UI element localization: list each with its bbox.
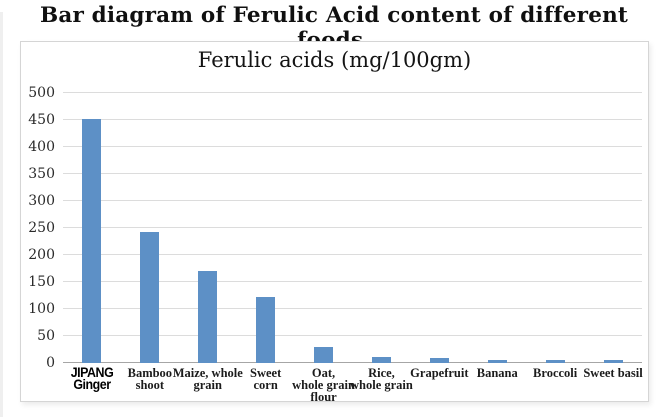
x-axis-label: Oat, whole grain flour <box>292 366 355 404</box>
y-axis-tick-label: 350 <box>28 166 55 182</box>
y-axis-tick-label: 400 <box>28 139 55 155</box>
bar-jipang-ginger <box>82 118 102 363</box>
y-axis-tick-label: 300 <box>28 193 55 209</box>
gridline <box>63 200 642 201</box>
x-axis-label: JIPANG Ginger <box>70 365 114 392</box>
x-axis-label: Sweet corn <box>250 366 282 392</box>
gridline <box>63 119 642 120</box>
bar-bamboo-shoot <box>140 231 160 363</box>
screenshot-edge-artifact <box>0 12 3 417</box>
bar-grapefruit <box>429 358 449 363</box>
gridline <box>63 335 642 336</box>
y-axis-tick-label: 250 <box>28 220 55 236</box>
x-axis-label: Broccoli <box>533 366 578 380</box>
bar-sweet-corn <box>256 296 276 363</box>
x-axis-label: Maize, whole grain <box>172 366 243 392</box>
bar-banana <box>487 360 507 363</box>
chart-frame: Ferulic acids (mg/100gm) 0 50 100 150 200 250… <box>20 41 649 403</box>
gridline <box>63 254 642 255</box>
bar-oat-whole-grain-flour <box>314 347 334 363</box>
plot-area: 0 50 100 150 200 250 300 350 400 450 500 JIPANG Gi… <box>28 85 642 403</box>
x-axis-label: Banana <box>476 366 518 380</box>
gridline <box>63 281 642 282</box>
y-axis-tick-label: 100 <box>28 301 55 317</box>
y-axis-tick-label: 450 <box>28 112 55 128</box>
bar-sweet-basil <box>603 360 623 363</box>
gridline <box>63 146 642 147</box>
x-axis-label: Grapefruit <box>410 366 469 380</box>
x-axis-line <box>63 362 642 363</box>
chart-title: Ferulic acids (mg/100gm) <box>197 48 472 72</box>
gridline <box>63 92 642 93</box>
y-axis-tick-label: 0 <box>46 355 55 371</box>
y-axis-tick-label: 200 <box>28 247 55 263</box>
y-axis-tick-label: 500 <box>28 85 55 101</box>
page-title: Bar diagram of Ferulic Acid content of d… <box>39 3 629 53</box>
gridline <box>63 173 642 174</box>
bar-rice-whole-grain <box>371 356 391 363</box>
gridline <box>63 308 642 309</box>
x-axis-label: Sweet basil <box>583 366 643 380</box>
gridline <box>63 227 642 228</box>
bar-maize-whole-grain <box>198 270 218 363</box>
y-axis-tick-label: 150 <box>28 274 55 290</box>
bar-broccoli <box>545 360 565 363</box>
x-axis-label: Rice, whole grain <box>350 366 413 392</box>
y-axis-tick-label: 50 <box>37 328 55 344</box>
x-axis-label: Bamboo shoot <box>127 366 173 392</box>
